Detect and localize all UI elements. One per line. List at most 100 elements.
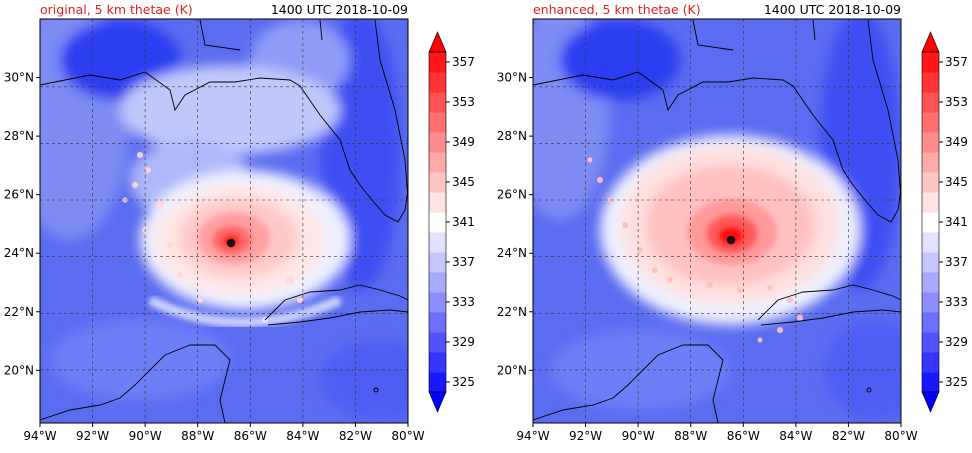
colorbar-tick-label: 345 xyxy=(945,175,968,189)
colorbar-band xyxy=(922,232,939,253)
x-tick-label: 88°W xyxy=(674,429,707,443)
x-tick-label: 94°W xyxy=(23,429,56,443)
y-axis-ticks-left: 20°N 22°N 24°N 26°N 28°N 30°N xyxy=(4,71,40,377)
colorbar-band xyxy=(429,292,446,313)
colorbar-band xyxy=(429,212,446,233)
colorbar-tick-label: 357 xyxy=(452,55,475,69)
panel-time-left: 1400 UTC 2018-10-09 xyxy=(271,2,408,17)
panel-enhanced: enhanced, 5 km thetae (K) 1400 UTC 2018-… xyxy=(497,2,968,443)
axes-frame-left xyxy=(39,18,409,424)
coastline-left xyxy=(40,19,408,423)
colorbar-tick-label: 341 xyxy=(452,215,475,229)
colorbar-tick-label: 337 xyxy=(945,255,968,269)
x-tick-label: 84°W xyxy=(779,429,812,443)
y-tick-label: 28°N xyxy=(497,129,527,143)
colorbar-band xyxy=(922,132,939,153)
y-tick-label: 20°N xyxy=(497,363,527,377)
panel-time-right: 1400 UTC 2018-10-09 xyxy=(764,2,901,17)
coastline-right xyxy=(533,19,901,423)
colorbar-tick-label: 353 xyxy=(945,95,968,109)
colorbar-band xyxy=(922,272,939,293)
colorbar-band xyxy=(922,72,939,93)
colorbar-extend-max xyxy=(921,31,940,53)
colorbar-band xyxy=(922,172,939,193)
colorbar-band xyxy=(922,152,939,173)
storm-center-marker-original xyxy=(226,238,236,248)
y-tick-label: 24°N xyxy=(4,246,34,260)
colorbar-tick-label: 333 xyxy=(945,295,968,309)
colorbar-band xyxy=(429,352,446,373)
panel-original: original, 5 km thetae (K) 1400 UTC 2018-… xyxy=(4,2,475,443)
colorbar-extend-min xyxy=(921,391,940,413)
x-tick-label: 90°W xyxy=(622,429,655,443)
x-tick-label: 84°W xyxy=(286,429,319,443)
y-tick-label: 22°N xyxy=(4,305,34,319)
y-tick-label: 20°N xyxy=(4,363,34,377)
colorbar-band xyxy=(429,312,446,333)
y-tick-label: 30°N xyxy=(497,71,527,85)
colorbar-band xyxy=(429,372,446,393)
colorbar-extend-max xyxy=(428,31,447,53)
x-tick-label: 92°W xyxy=(76,429,109,443)
y-tick-label: 30°N xyxy=(4,71,34,85)
colorbar-band xyxy=(922,332,939,353)
x-axis-ticks-left: 94°W 92°W 90°W 88°W 86°W 84°W 82°W 80°W xyxy=(23,423,425,443)
panel-title-left: original, 5 km thetae (K) xyxy=(40,2,193,17)
colorbar-tick-label: 333 xyxy=(452,295,475,309)
x-tick-label: 86°W xyxy=(234,429,267,443)
x-tick-label: 80°W xyxy=(884,429,917,443)
panel-title-right: enhanced, 5 km thetae (K) xyxy=(533,2,701,17)
thetae-field-original xyxy=(40,19,408,423)
colorbar-band xyxy=(429,92,446,113)
colorbar-band xyxy=(922,312,939,333)
x-tick-label: 94°W xyxy=(516,429,549,443)
colorbar-tick-label: 357 xyxy=(945,55,968,69)
colorbar-tick-label: 325 xyxy=(452,375,475,389)
colorbar-enhanced: 325 329 333 337 341 345 349 353 357 xyxy=(921,31,968,413)
colorbar-band xyxy=(429,112,446,133)
y-tick-label: 26°N xyxy=(497,188,527,202)
colorbar-band xyxy=(429,332,446,353)
storm-center-marker-enhanced xyxy=(726,235,736,245)
y-tick-label: 24°N xyxy=(497,246,527,260)
colorbar-tick-label: 349 xyxy=(945,135,968,149)
colorbar-original: 325 329 333 337 341 345 349 353 357 xyxy=(428,31,475,413)
colorbar-band xyxy=(429,132,446,153)
colorbar-tick-label: 329 xyxy=(945,335,968,349)
colorbar-band xyxy=(429,192,446,213)
colorbar-band xyxy=(429,152,446,173)
colorbar-band xyxy=(922,252,939,273)
y-tick-label: 26°N xyxy=(4,188,34,202)
colorbar-band xyxy=(922,92,939,113)
x-tick-label: 88°W xyxy=(181,429,214,443)
y-tick-label: 22°N xyxy=(497,305,527,319)
x-tick-label: 90°W xyxy=(129,429,162,443)
colorbar-tick-label: 337 xyxy=(452,255,475,269)
x-tick-label: 92°W xyxy=(569,429,602,443)
y-axis-ticks-right: 20°N 22°N 24°N 26°N 28°N 30°N xyxy=(497,71,533,377)
thetae-field-enhanced xyxy=(533,19,901,423)
colorbar-band xyxy=(429,252,446,273)
colorbar-band xyxy=(429,172,446,193)
colorbar-band xyxy=(429,272,446,293)
colorbar-band xyxy=(922,112,939,133)
x-tick-label: 80°W xyxy=(391,429,424,443)
colorbar-band xyxy=(429,52,446,73)
colorbar-tick-label: 341 xyxy=(945,215,968,229)
y-tick-label: 28°N xyxy=(4,129,34,143)
colorbar-tick-label: 353 xyxy=(452,95,475,109)
colorbar-band xyxy=(922,372,939,393)
colorbar-band xyxy=(922,292,939,313)
x-tick-label: 82°W xyxy=(339,429,372,443)
colorbar-tick-label: 345 xyxy=(452,175,475,189)
colorbar-tick-label: 325 xyxy=(945,375,968,389)
x-tick-label: 86°W xyxy=(727,429,760,443)
colorbar-band xyxy=(922,52,939,73)
colorbar-band xyxy=(922,352,939,373)
colorbar-tick-label: 329 xyxy=(452,335,475,349)
x-tick-label: 82°W xyxy=(832,429,865,443)
colorbar-band xyxy=(429,232,446,253)
colorbar-extend-min xyxy=(428,391,447,413)
